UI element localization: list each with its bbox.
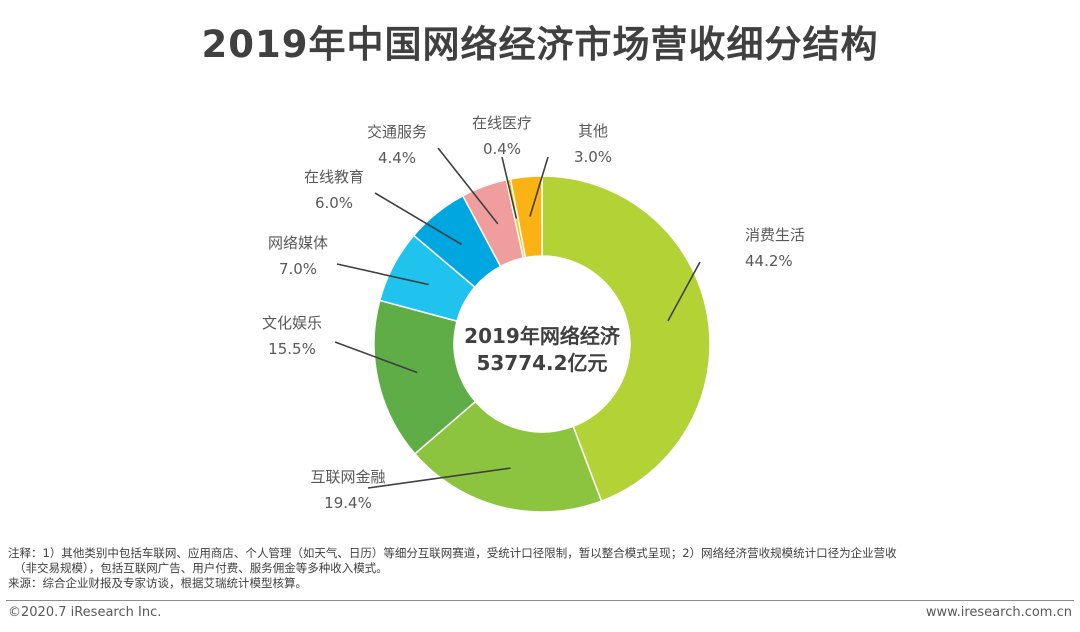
- source-line: 来源：综合企业财报及专家访谈，根据艾瑞统计模型核算。: [8, 576, 307, 590]
- leader-line-网络媒体: [336, 263, 429, 286]
- footer-divider: [6, 600, 1074, 601]
- slice-name-label: 在线医疗: [472, 114, 532, 132]
- center-label-line1: 2019年网络经济: [464, 324, 621, 348]
- leader-line-文化娱乐: [334, 341, 418, 374]
- slice-value-label: 7.0%: [279, 260, 317, 278]
- slice-value-label: 6.0%: [315, 194, 353, 212]
- slice-name-label: 其他: [578, 122, 608, 140]
- leader-line-在线医疗: [501, 156, 518, 219]
- slice-value-label: 3.0%: [574, 148, 612, 166]
- slice-name-label: 在线教育: [304, 168, 364, 186]
- donut-hole: [454, 256, 630, 432]
- slice-value-label: 15.5%: [268, 340, 316, 358]
- slice-labels: 消费生活 44.2% 互联网金融 19.4% 文化娱乐 15.5% 网络媒体 7.0% 在线教育…: [262, 114, 805, 512]
- slice-name-label: 互联网金融: [310, 468, 385, 486]
- leader-line-消费生活: [667, 261, 701, 322]
- leader-line-互联网金融: [367, 467, 511, 489]
- notes: 注释：1）其他类别中包括车联网、应用商店、个人管理（如天气、日历）等细分互联网赛…: [8, 546, 1074, 591]
- donut-chart: 消费生活 44.2% 互联网金融 19.4% 文化娱乐 15.5% 网络媒体 7.0% 在线教育…: [262, 114, 805, 513]
- copyright-text: ©2020.7 iResearch Inc.: [8, 605, 162, 620]
- slice-name-label: 网络媒体: [268, 234, 328, 252]
- slice-name-label: 文化娱乐: [262, 314, 322, 332]
- leader-lines: [334, 147, 701, 489]
- slice-name-label: 交通服务: [367, 123, 427, 141]
- slice-value-label: 19.4%: [324, 494, 372, 512]
- note-line-2: （非交易规模），包括互联网广告、用户付费、服务佣金等多种收入模式。: [14, 561, 388, 575]
- slice-value-label: 4.4%: [378, 149, 416, 167]
- slice-value-label: 0.4%: [483, 140, 521, 158]
- slice-name-label: 消费生活: [745, 226, 805, 244]
- leader-line-在线教育: [374, 192, 462, 246]
- website-link[interactable]: www.iresearch.com.cn: [925, 605, 1072, 620]
- note-line-1: 注释：1）其他类别中包括车联网、应用商店、个人管理（如天气、日历）等细分互联网赛…: [8, 546, 897, 560]
- center-label-line2: 53774.2亿元: [476, 351, 607, 375]
- leader-line-其他: [529, 156, 549, 217]
- page-title: 2019年中国网络经济市场营收细分结构: [201, 23, 879, 66]
- leader-line-交通服务: [437, 147, 499, 225]
- slice-value-label: 44.2%: [745, 252, 793, 270]
